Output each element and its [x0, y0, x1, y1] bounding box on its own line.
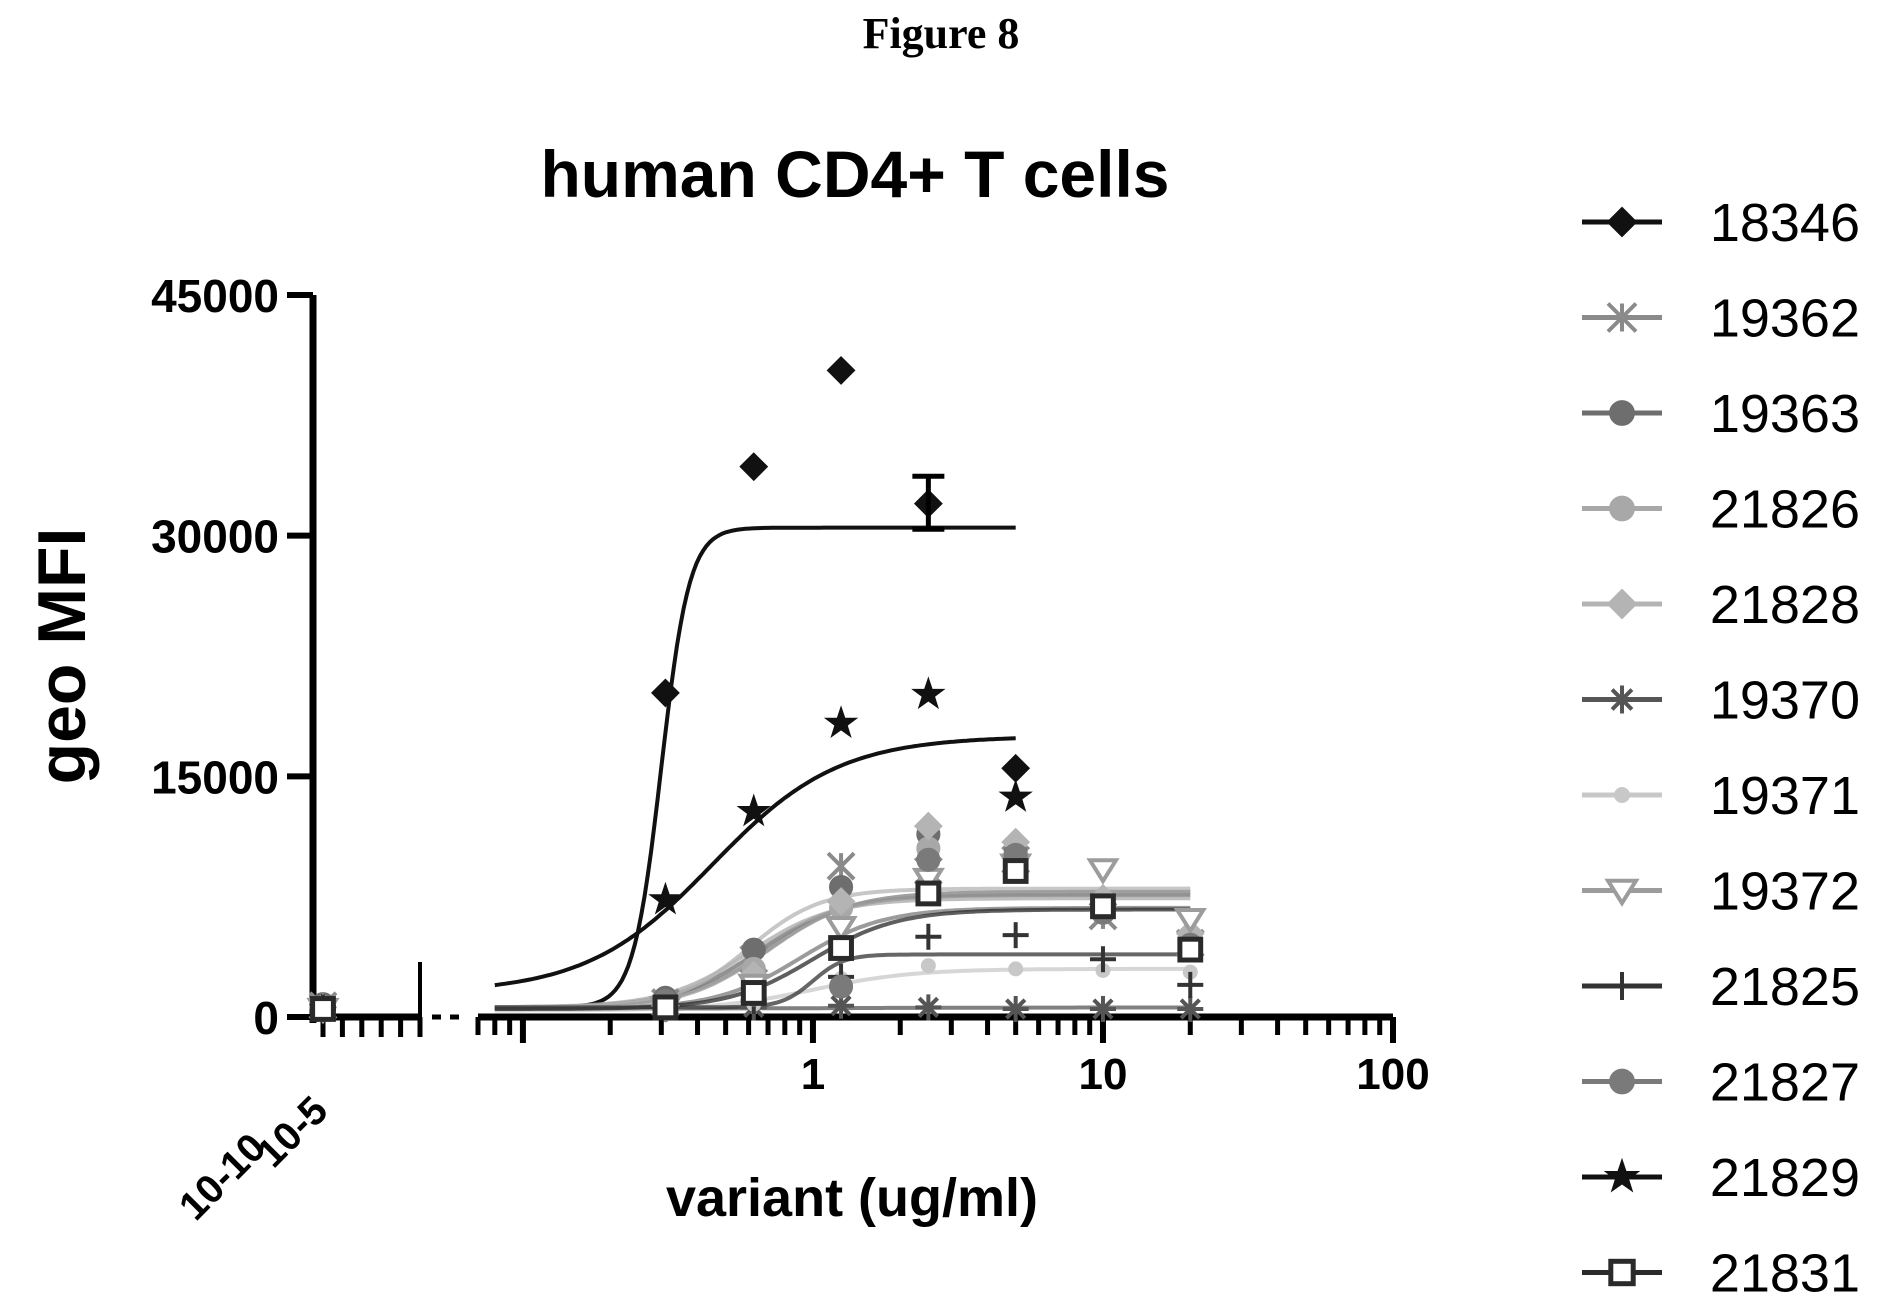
- legend-marker-21825: [1608, 972, 1636, 1000]
- data-point-21831: [828, 935, 854, 961]
- legend-label: 19370: [1710, 671, 1860, 731]
- data-point-21825: [1177, 971, 1204, 998]
- x-axis-label: variant (ug/ml): [666, 1168, 1038, 1228]
- legend-marker-21831: [1608, 1258, 1636, 1287]
- legend-marker-19363: [1609, 400, 1635, 426]
- data-point-21825: [1002, 922, 1029, 949]
- legend-label: 21826: [1710, 480, 1860, 540]
- legend-marker-21826: [1609, 495, 1635, 522]
- legend-marker-21827: [1609, 1068, 1635, 1095]
- x-tick-label: 10: [1078, 1050, 1127, 1099]
- legend-label: 21825: [1710, 957, 1860, 1017]
- legend-label: 19372: [1710, 862, 1860, 922]
- legend-marker-21829: [1603, 1157, 1641, 1193]
- data-point-21831: [740, 980, 767, 1006]
- data-point-19371: [1008, 961, 1024, 977]
- data-point-21831: [310, 996, 336, 1022]
- data-point-21829: [823, 705, 859, 739]
- legend-marker-21828: [1606, 588, 1638, 620]
- data-point-18346: [739, 452, 769, 482]
- x-tick-label: 1: [801, 1050, 825, 1099]
- data-point-19371: [920, 958, 936, 974]
- legend-label: 21829: [1710, 1148, 1860, 1208]
- legend-item-19362: 19362: [1582, 289, 1860, 349]
- data-point-21831: [1090, 893, 1116, 920]
- y-tick-label: 45000: [151, 270, 279, 322]
- fit-curve-21829: [494, 736, 1016, 988]
- data-point-21828: [913, 811, 943, 841]
- legend-item-18346: 18346: [1582, 193, 1860, 253]
- legend-label: 19371: [1710, 766, 1860, 826]
- data-point-19362: [826, 851, 856, 881]
- y-tick-label: 15000: [151, 751, 279, 803]
- y-axis-label: geo MFI: [24, 528, 100, 785]
- data-point-18346: [651, 678, 680, 708]
- x-tick-label: 100: [1356, 1050, 1429, 1099]
- legend: 18346 19362 19363 21826 21828 19370 19371 19372…: [1582, 193, 1860, 1304]
- y-tick-label: 30000: [151, 511, 279, 563]
- data-point-21828: [826, 887, 856, 916]
- legend-item-21827: 21827: [1582, 1053, 1860, 1113]
- data-point-21831: [1002, 858, 1029, 884]
- data-point-21831: [1177, 936, 1204, 963]
- data-point-21831: [652, 994, 679, 1021]
- data-point-21829: [648, 881, 683, 915]
- legend-item-21825: 21825: [1582, 957, 1860, 1017]
- legend-item-21829: 21829: [1582, 1148, 1860, 1208]
- legend-item-19371: 19371: [1582, 766, 1860, 826]
- y-tick-label: 0: [253, 992, 279, 1044]
- data-point-21831: [915, 880, 942, 907]
- legend-label: 18346: [1710, 193, 1860, 253]
- data-point-19370: [1089, 995, 1116, 1022]
- data-point-19372: [1086, 858, 1120, 885]
- chart-title: human CD4+ T cells: [540, 137, 1169, 211]
- data-point-21829: [998, 779, 1033, 812]
- legend-item-21831: 21831: [1582, 1244, 1860, 1304]
- legend-marker-19362: [1606, 302, 1638, 333]
- legend-item-19363: 19363: [1582, 384, 1860, 444]
- legend-item-21828: 21828: [1582, 575, 1860, 635]
- data-point-21825: [915, 923, 942, 950]
- legend-label: 21828: [1710, 575, 1860, 635]
- legend-item-21826: 21826: [1582, 480, 1860, 540]
- legend-marker-18346: [1606, 206, 1638, 238]
- data-point-21825: [1089, 946, 1116, 973]
- data-point-19372: [824, 916, 858, 943]
- legend-marker-19370: [1608, 685, 1636, 714]
- data-point-21829: [911, 676, 946, 710]
- figure-label: Figure 8: [862, 9, 1020, 58]
- data-point-21827: [829, 974, 854, 999]
- legend-item-19372: 19372: [1582, 862, 1860, 922]
- legend-marker-19371: [1614, 787, 1630, 803]
- legend-label: 21831: [1710, 1244, 1860, 1304]
- data-point-19372: [1173, 908, 1207, 935]
- data-point-18346: [826, 355, 856, 385]
- data-point-18346: [1001, 753, 1031, 783]
- legend-label: 21827: [1710, 1053, 1860, 1113]
- data-point-21827: [916, 847, 941, 872]
- legend-marker-19372: [1604, 878, 1640, 907]
- data-point-19370: [1177, 995, 1204, 1022]
- legend-item-19370: 19370: [1582, 671, 1860, 731]
- legend-label: 19363: [1710, 384, 1860, 444]
- data-point-19370: [1002, 995, 1029, 1022]
- legend-label: 19362: [1710, 289, 1860, 349]
- data-point-21829: [736, 793, 771, 827]
- data-point-19370: [915, 994, 942, 1021]
